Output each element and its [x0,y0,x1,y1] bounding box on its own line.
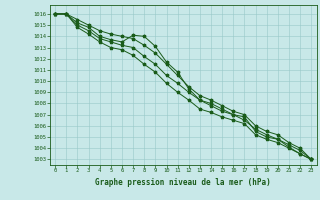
X-axis label: Graphe pression niveau de la mer (hPa): Graphe pression niveau de la mer (hPa) [95,178,271,187]
